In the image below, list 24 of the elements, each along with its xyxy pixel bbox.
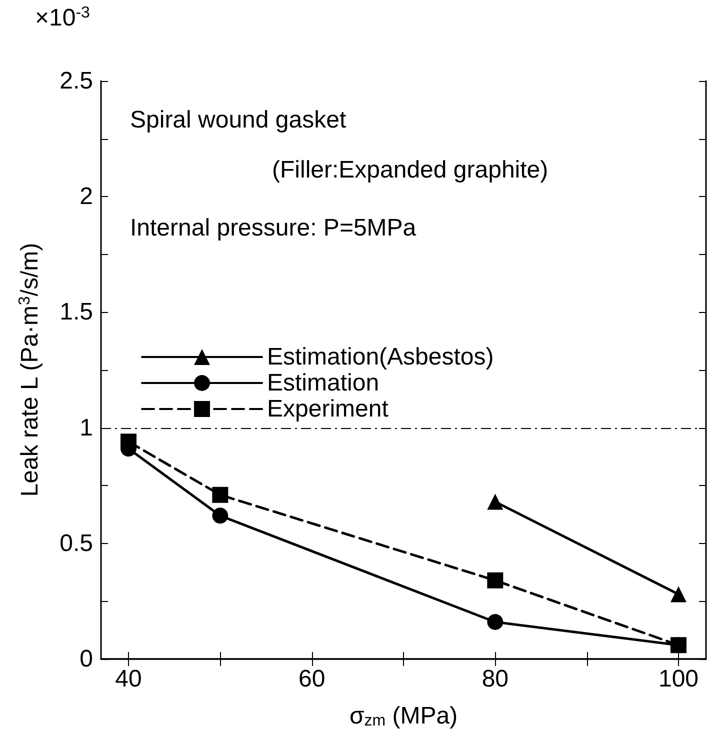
x-tick-label: 80 <box>482 666 509 692</box>
x-tick-label: 100 <box>658 666 699 692</box>
y-tick-label: 2.5 <box>60 68 93 94</box>
y-axis-title: Leak rate L (Pa·m3/s/m) <box>16 242 44 497</box>
y-tick-label: 1 <box>80 414 93 442</box>
annotation: Internal pressure: P=5MPa <box>130 214 417 242</box>
y-tick-label: 2 <box>80 183 93 210</box>
x-axis-title: σzm (MPa) <box>349 702 458 730</box>
x-tick-label: 40 <box>115 666 142 692</box>
point <box>212 508 228 524</box>
point <box>120 434 136 450</box>
y-tick-label: 0.5 <box>60 530 93 557</box>
legend-label: Experiment <box>267 396 389 422</box>
point <box>670 637 686 654</box>
legend-label: Estimation <box>267 370 380 396</box>
legend-label: Estimation(Asbestos) <box>267 344 494 370</box>
point <box>212 486 228 503</box>
point <box>487 572 504 588</box>
y-tick-label: 0 <box>80 646 93 672</box>
annotation: (Filler:Expanded graphite) <box>272 156 548 184</box>
y-tick-label: 1.5 <box>60 298 93 326</box>
x-tick-label: 60 <box>298 666 326 692</box>
annotation: Spiral wound gasket <box>130 106 346 134</box>
point <box>487 614 504 630</box>
